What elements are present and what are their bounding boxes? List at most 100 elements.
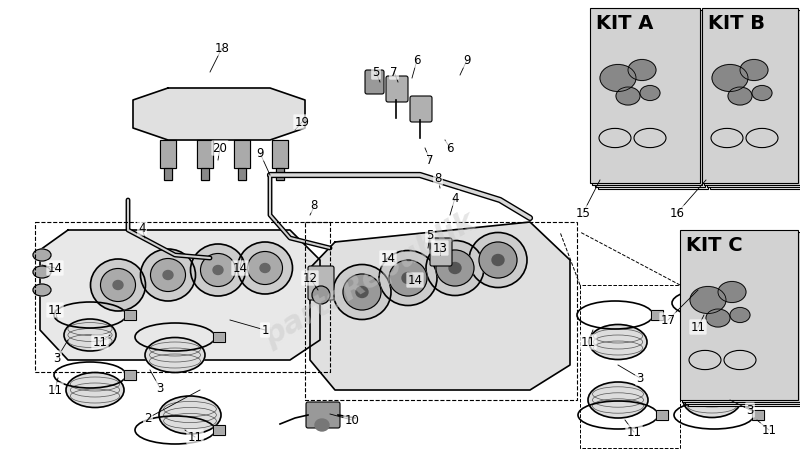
Bar xyxy=(124,310,136,320)
Bar xyxy=(238,168,246,180)
Ellipse shape xyxy=(479,242,517,278)
Text: 11: 11 xyxy=(581,336,595,348)
Ellipse shape xyxy=(356,286,368,297)
Ellipse shape xyxy=(379,251,437,306)
Text: 4: 4 xyxy=(138,222,146,235)
Text: 4: 4 xyxy=(451,191,458,205)
Ellipse shape xyxy=(190,244,246,296)
Ellipse shape xyxy=(333,264,391,319)
Text: 11: 11 xyxy=(47,303,62,317)
Text: 8: 8 xyxy=(310,198,318,212)
Text: 20: 20 xyxy=(213,141,227,155)
Bar xyxy=(682,232,800,402)
Ellipse shape xyxy=(201,253,235,286)
Ellipse shape xyxy=(33,266,51,278)
Text: 14: 14 xyxy=(233,262,247,274)
Ellipse shape xyxy=(728,87,752,105)
Ellipse shape xyxy=(449,263,461,274)
Text: 10: 10 xyxy=(345,414,359,426)
Ellipse shape xyxy=(402,273,414,284)
Ellipse shape xyxy=(600,65,636,91)
Text: 11: 11 xyxy=(47,384,62,397)
Ellipse shape xyxy=(690,286,726,313)
Bar xyxy=(752,410,764,420)
Bar xyxy=(35,222,330,372)
Text: KIT B: KIT B xyxy=(708,14,765,33)
FancyBboxPatch shape xyxy=(365,70,384,94)
Text: 7: 7 xyxy=(390,66,398,78)
Bar xyxy=(598,14,708,189)
Text: KIT C: KIT C xyxy=(686,236,742,255)
FancyBboxPatch shape xyxy=(308,266,334,300)
Ellipse shape xyxy=(492,254,504,265)
Text: 11: 11 xyxy=(93,336,107,348)
Ellipse shape xyxy=(141,249,195,301)
Ellipse shape xyxy=(426,241,484,296)
Text: 9: 9 xyxy=(256,146,264,159)
Ellipse shape xyxy=(238,242,293,294)
Ellipse shape xyxy=(101,269,135,302)
Ellipse shape xyxy=(752,85,772,101)
Text: 7: 7 xyxy=(426,153,434,167)
FancyBboxPatch shape xyxy=(410,96,432,122)
Text: 3: 3 xyxy=(746,403,754,416)
Ellipse shape xyxy=(343,274,381,310)
Bar xyxy=(201,168,209,180)
Ellipse shape xyxy=(66,373,124,408)
Ellipse shape xyxy=(706,309,730,327)
Ellipse shape xyxy=(628,60,656,80)
Text: 6: 6 xyxy=(446,141,454,155)
Text: 11: 11 xyxy=(690,320,706,334)
Bar xyxy=(213,332,225,342)
Ellipse shape xyxy=(163,270,173,280)
Ellipse shape xyxy=(389,260,427,296)
Bar xyxy=(197,140,213,168)
Bar xyxy=(592,10,702,185)
Bar xyxy=(595,12,705,187)
Bar xyxy=(164,168,172,180)
Polygon shape xyxy=(133,88,305,140)
Text: 19: 19 xyxy=(294,116,310,129)
Ellipse shape xyxy=(588,382,648,418)
Ellipse shape xyxy=(681,313,739,347)
Bar xyxy=(651,310,663,320)
Ellipse shape xyxy=(712,65,748,91)
Text: 6: 6 xyxy=(414,54,421,67)
Bar xyxy=(124,370,136,380)
Text: 1: 1 xyxy=(262,324,269,336)
Text: 16: 16 xyxy=(670,207,685,219)
Text: KIT A: KIT A xyxy=(596,14,654,33)
Text: 5: 5 xyxy=(426,229,434,241)
Bar xyxy=(272,140,288,168)
Ellipse shape xyxy=(315,419,329,431)
Text: 11: 11 xyxy=(762,424,777,437)
Text: 12: 12 xyxy=(302,272,318,285)
Ellipse shape xyxy=(730,308,750,323)
Bar xyxy=(752,410,764,420)
Text: 15: 15 xyxy=(575,207,590,219)
Ellipse shape xyxy=(213,265,223,274)
Ellipse shape xyxy=(145,337,205,373)
Bar xyxy=(707,12,800,187)
Ellipse shape xyxy=(150,258,186,291)
Text: 17: 17 xyxy=(661,313,675,326)
Bar xyxy=(685,234,800,404)
Bar xyxy=(213,425,225,435)
Bar xyxy=(234,140,250,168)
FancyBboxPatch shape xyxy=(306,402,340,428)
Bar xyxy=(710,14,800,189)
Text: 3: 3 xyxy=(54,352,61,364)
Bar xyxy=(305,222,577,400)
Polygon shape xyxy=(310,222,570,390)
Text: 3: 3 xyxy=(636,371,644,385)
Bar xyxy=(164,168,172,180)
Ellipse shape xyxy=(312,286,330,304)
Bar xyxy=(213,332,225,342)
Text: 11: 11 xyxy=(626,425,642,438)
Text: 13: 13 xyxy=(433,241,447,254)
Bar xyxy=(702,8,798,183)
Ellipse shape xyxy=(589,325,647,359)
Bar xyxy=(680,230,798,400)
Text: 5: 5 xyxy=(372,66,380,78)
Ellipse shape xyxy=(33,249,51,261)
